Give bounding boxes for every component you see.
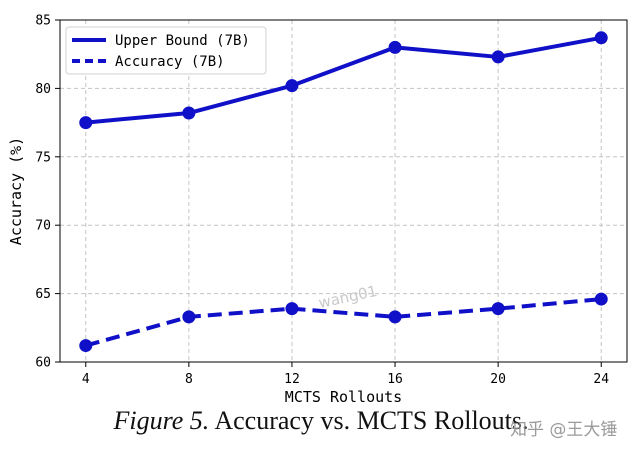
y-tick-label-65: 65 <box>35 287 51 302</box>
x-axis-label: MCTS Rollouts <box>285 388 402 405</box>
legend-label-accuracy: Accuracy (7B) <box>115 54 225 70</box>
x-tick-label-12: 12 <box>284 372 300 387</box>
data-point-upper-bound-7b-8 <box>182 106 196 120</box>
data-point-accuracy-7b-24 <box>594 292 608 306</box>
y-tick-label-70: 70 <box>35 219 51 234</box>
data-point-accuracy-7b-4 <box>79 339 93 353</box>
y-tick-label-75: 75 <box>35 150 51 165</box>
x-tick-label-16: 16 <box>387 372 403 387</box>
y-tick-label-85: 85 <box>35 14 51 29</box>
data-point-accuracy-7b-16 <box>388 310 402 324</box>
data-point-accuracy-7b-20 <box>491 302 505 316</box>
y-axis-label: Accuracy (%) <box>7 137 25 245</box>
legend-box <box>65 26 267 75</box>
data-point-upper-bound-7b-16 <box>388 40 402 54</box>
data-point-accuracy-7b-12 <box>285 302 299 316</box>
x-tick-label-8: 8 <box>185 372 193 387</box>
figure-label: Figure 5. <box>113 406 210 435</box>
figure-caption: Figure 5. Accuracy vs. MCTS Rollouts. <box>0 406 642 436</box>
plot-frame <box>59 19 628 363</box>
x-tick-label-20: 20 <box>490 372 506 387</box>
data-point-upper-bound-7b-20 <box>491 50 505 64</box>
series-line-accuracy-7b <box>85 297 602 348</box>
legend-label-upper-bound: Upper Bound (7B) <box>115 33 250 49</box>
x-tick-label-4: 4 <box>82 372 90 387</box>
data-point-upper-bound-7b-4 <box>79 116 93 130</box>
caption-text: Accuracy vs. MCTS Rollouts. <box>214 406 529 435</box>
data-point-upper-bound-7b-24 <box>594 31 608 45</box>
series-layer <box>79 31 608 353</box>
series-line-upper-bound-7b <box>85 35 602 125</box>
legend: Upper Bound (7B) Accuracy (7B) <box>65 26 267 75</box>
axis-ticks: 4 8 12 16 20 24 60 65 70 75 80 85 <box>35 14 609 388</box>
x-tick-label-24: 24 <box>593 372 609 387</box>
platform-watermark: 知乎 @王大锤 <box>510 420 618 440</box>
chart: 4 8 12 16 20 24 60 65 70 75 80 85 MCTS Rollouts Acc… <box>7 14 628 405</box>
data-point-accuracy-7b-8 <box>182 310 196 324</box>
y-tick-label-60: 60 <box>35 356 51 371</box>
data-point-upper-bound-7b-12 <box>285 79 299 93</box>
y-tick-label-80: 80 <box>35 82 51 97</box>
